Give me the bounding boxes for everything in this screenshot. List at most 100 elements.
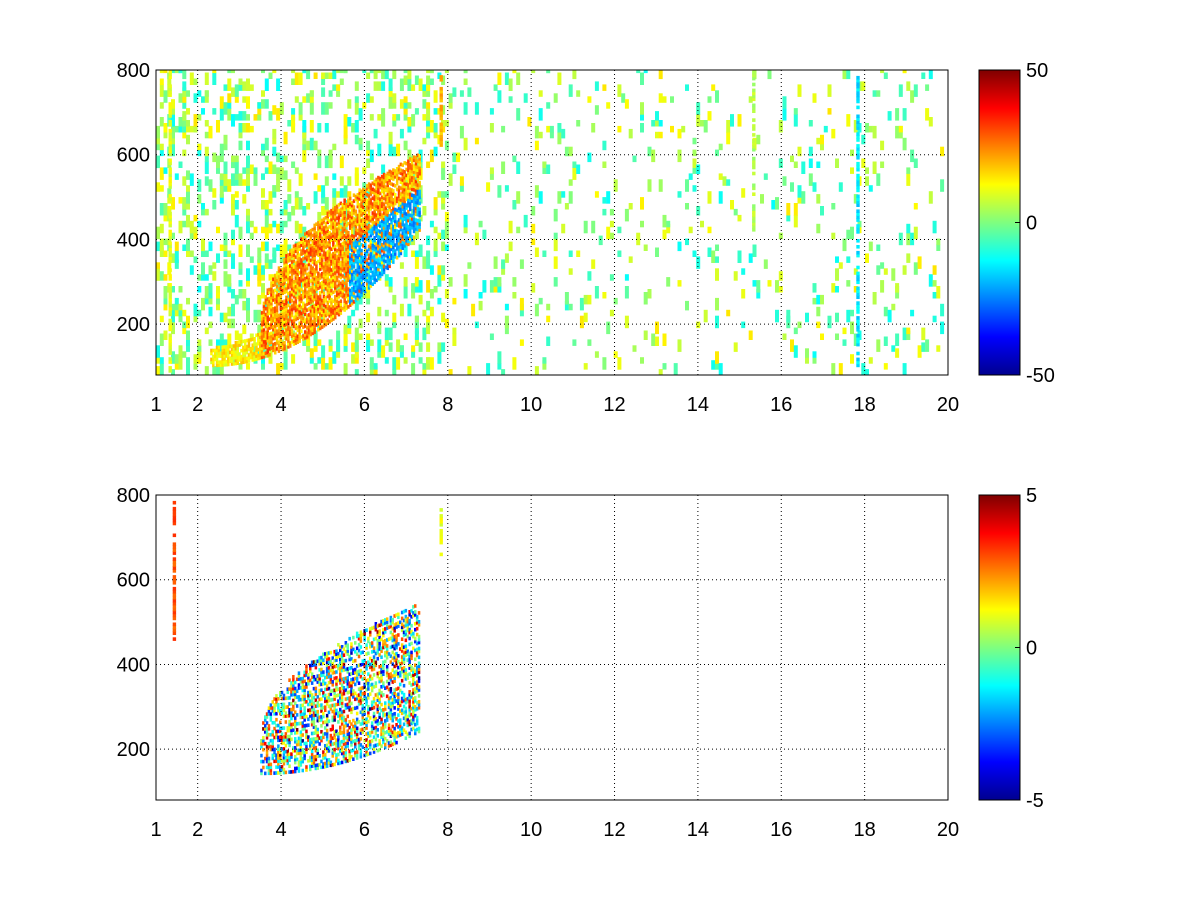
top-heatmap-cell: [309, 326, 313, 331]
top-heatmap-cell: [422, 369, 427, 375]
bot-heatmap-cell: [324, 755, 327, 760]
top-heatmap-cell: [290, 278, 294, 282]
bot-heatmap-cell: [301, 685, 304, 690]
top-heatmap-cell: [354, 134, 359, 145]
bottom-heatmap-cells: [172, 500, 443, 776]
bot-heatmap-cell: [339, 725, 342, 730]
bot-heatmap-cell: [309, 711, 312, 715]
top-heatmap-cell: [384, 339, 389, 346]
top-heatmap-cell: [332, 225, 335, 229]
top-heatmap-cell: [439, 140, 443, 144]
top-heatmap-cell: [568, 250, 573, 257]
top-heatmap-cell: [354, 271, 358, 276]
top-heatmap-cell: [328, 242, 331, 247]
bot-heatmap-cell: [299, 706, 303, 711]
top-heatmap-cell: [439, 104, 443, 109]
top-heatmap-cell: [290, 275, 294, 279]
top-heatmap-cell: [367, 194, 371, 198]
top-heatmap-cell: [377, 276, 380, 281]
top-heatmap-cell: [433, 208, 438, 216]
top-heatmap-cell: [317, 280, 320, 284]
top-heatmap-cell: [324, 224, 328, 229]
top-heatmap-cell: [365, 204, 369, 209]
top-heatmap-cell: [534, 366, 539, 375]
top-heatmap-cell: [260, 334, 264, 339]
top-heatmap-cell: [274, 344, 277, 349]
top-heatmap-cell: [820, 206, 824, 216]
top-heatmap-cell: [343, 216, 346, 220]
top-heatmap-cell: [501, 125, 506, 133]
top-heatmap-cell: [268, 302, 271, 307]
top-heatmap-cell: [350, 295, 354, 300]
top-heatmap-cell: [330, 280, 333, 284]
top-heatmap-cell: [497, 72, 502, 85]
top-heatmap-cell: [238, 358, 241, 362]
top-heatmap-cell: [275, 323, 279, 327]
bot-heatmap-cell: [286, 740, 289, 745]
top-heatmap-cell: [335, 255, 339, 259]
bot-heatmap-cell: [331, 754, 334, 758]
top-heatmap-cell: [685, 84, 689, 91]
bot-heatmap-cell: [290, 687, 293, 691]
top-heatmap-cell: [156, 241, 160, 252]
top-heatmap-cell: [275, 341, 279, 345]
top-heatmap-cell: [268, 111, 273, 121]
top-heatmap-cell: [174, 70, 179, 74]
bot-heatmap-cell: [273, 735, 276, 740]
top-heatmap-cell: [337, 241, 341, 246]
bot-heatmap-cell: [305, 700, 308, 704]
top-heatmap-cell: [381, 70, 386, 80]
top-heatmap-cell: [861, 134, 866, 145]
top-heatmap-cell: [856, 230, 860, 234]
top-heatmap-cell: [298, 283, 301, 287]
top-heatmap-cell: [285, 310, 288, 314]
top-heatmap-cell: [433, 286, 438, 293]
top-heatmap-cell: [670, 125, 674, 133]
top-heatmap-cell: [317, 322, 320, 326]
top-heatmap-cell: [354, 248, 358, 252]
top-heatmap-cell: [328, 287, 331, 291]
top-heatmap-cell: [313, 279, 316, 284]
top-heatmap-cell: [315, 287, 318, 292]
bot-heatmap-cell: [305, 732, 308, 737]
top-heatmap-cell: [264, 200, 269, 210]
top-heatmap-cell: [377, 235, 380, 239]
top-heatmap-cell: [294, 246, 298, 250]
top-y-tick-label: 200: [117, 314, 150, 336]
top-heatmap-cell: [289, 255, 292, 259]
top-heatmap-cell: [392, 146, 397, 157]
top-heatmap-cell: [334, 256, 337, 260]
top-heatmap-cell: [752, 133, 756, 137]
top-heatmap-cell: [197, 339, 202, 346]
top-heatmap-cell: [215, 363, 219, 368]
top-heatmap-cell: [572, 339, 577, 346]
bot-heatmap-cell: [324, 747, 327, 751]
bot-heatmap-cell: [312, 731, 316, 735]
top-heatmap-cell: [182, 81, 187, 91]
bot-heatmap-cell: [290, 728, 293, 733]
top-heatmap-cell: [366, 289, 371, 299]
bot-heatmap-cell: [320, 682, 323, 687]
top-heatmap-cell: [277, 325, 281, 330]
bot-heatmap-cell: [288, 740, 291, 745]
top-heatmap-cell: [227, 356, 230, 361]
top-heatmap-cell: [163, 203, 168, 216]
top-heatmap-cell: [341, 256, 344, 260]
top-heatmap-cell: [416, 165, 419, 170]
top-heatmap-cell: [853, 194, 858, 204]
top-heatmap-cell: [234, 84, 239, 97]
top-heatmap-cell: [305, 332, 309, 336]
top-heatmap-cell: [249, 352, 253, 357]
top-heatmap-cell: [249, 84, 254, 91]
top-heatmap-cell: [204, 90, 209, 97]
top-heatmap-cell: [279, 244, 284, 257]
bot-heatmap-cell: [265, 753, 269, 758]
top-heatmap-cell: [260, 320, 264, 324]
top-heatmap-cell: [247, 353, 251, 357]
bot-heatmap-cell: [312, 701, 316, 706]
top-heatmap-cell: [234, 340, 238, 345]
top-heatmap-cell: [287, 291, 290, 296]
top-heatmap-cell: [332, 207, 335, 212]
top-heatmap-cell: [369, 173, 374, 180]
top-heatmap-cell: [215, 360, 219, 365]
